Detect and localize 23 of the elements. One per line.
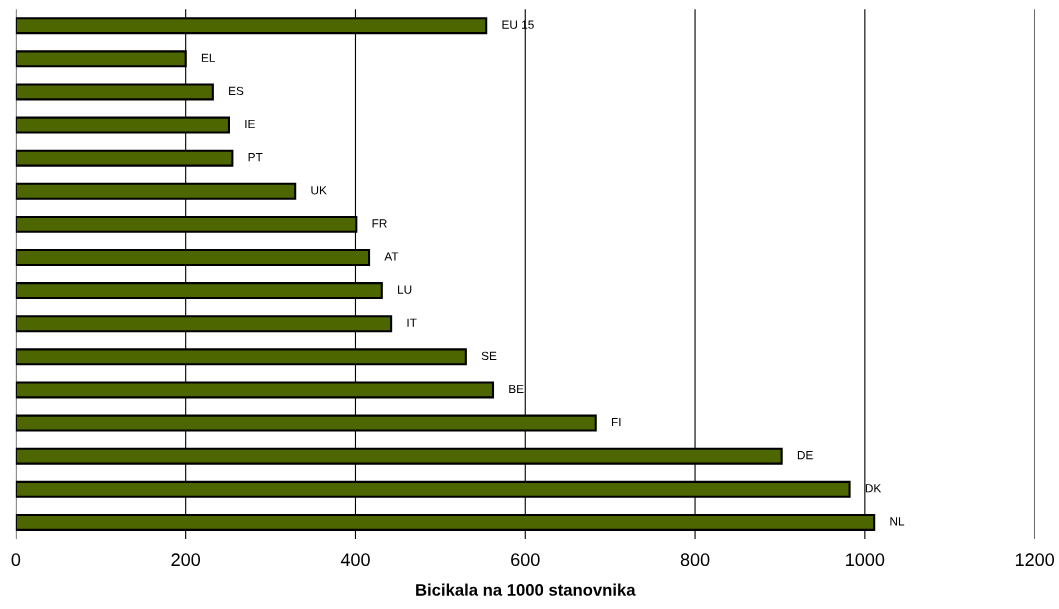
x-tick-label: 200 xyxy=(171,553,201,567)
y-tick-label: EL xyxy=(201,53,216,62)
y-tick-label: BE xyxy=(509,384,524,393)
x-tick-label: 600 xyxy=(511,553,540,567)
y-tick-label: UK xyxy=(311,186,327,195)
y-tick-label: PT xyxy=(248,153,263,162)
x-tick-label: 1200 xyxy=(1015,553,1055,567)
y-tick-label: DK xyxy=(865,484,882,493)
y-tick-label: NL xyxy=(890,517,905,526)
y-tick-label: IT xyxy=(407,318,417,327)
y-tick-label: LU xyxy=(398,285,412,294)
y-tick-label: FI xyxy=(611,418,621,427)
x-tick-label: 0 xyxy=(11,553,21,567)
x-tick-label: 400 xyxy=(340,553,370,567)
x-axis-title: Bicikala na 1000 stanovnika xyxy=(416,583,636,596)
y-tick-label: DE xyxy=(797,451,813,460)
x-tick-label: 1000 xyxy=(846,553,885,567)
y-tick-label: SE xyxy=(481,351,497,361)
y-tick-label: AT xyxy=(384,252,399,261)
y-tick-label: FR xyxy=(372,219,387,228)
y-tick-label: ES xyxy=(229,86,244,96)
y-tick-label: IE xyxy=(245,119,255,129)
x-tick-label: 800 xyxy=(680,553,710,567)
